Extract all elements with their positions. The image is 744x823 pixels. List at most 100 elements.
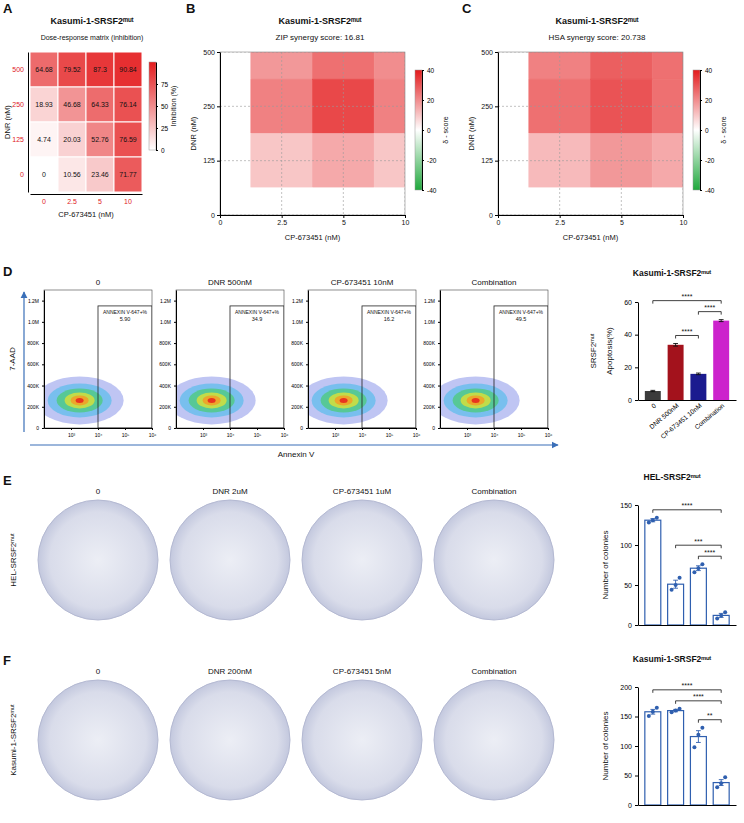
tick-label: 0	[168, 425, 171, 431]
panel-letter: D	[3, 264, 12, 279]
title: HEL-SRSF2ᵐᵘᵗ	[644, 472, 701, 482]
data-label: 23.46	[91, 171, 109, 178]
panel: Kasumi-1-SRSF2ᵐᵘᵗ050100150200Number of c…	[601, 654, 737, 809]
tick-label: 10⁴	[227, 432, 235, 438]
error-bar	[673, 343, 678, 346]
tick-label: 2.5	[555, 219, 565, 226]
cell	[652, 52, 683, 79]
plot-area	[645, 706, 729, 805]
axis-line	[28, 53, 29, 193]
point	[670, 710, 674, 714]
tick-mark	[635, 625, 638, 626]
tick: 0	[20, 171, 28, 178]
tick-mark	[306, 428, 308, 429]
tick-label: 5	[98, 198, 102, 205]
panel: AKasumi-1-SRSF2ᵐᵘᵗDose-response matrix (…	[3, 1, 178, 219]
tick-label: 10⁶	[413, 432, 421, 438]
tick-label: 2.5	[67, 198, 77, 205]
tick: 5	[98, 194, 102, 205]
tick-label: 10⁵	[122, 432, 130, 438]
tick: 150	[620, 713, 638, 720]
axis-line	[176, 291, 177, 429]
image-title: DNR 200nM	[208, 667, 252, 676]
tick-mark	[405, 215, 406, 218]
point	[696, 733, 700, 737]
tick: 20	[700, 97, 713, 104]
gate-label: ANNEXIN V-647+%	[499, 309, 544, 315]
tick: 10⁵	[254, 428, 262, 438]
well	[302, 500, 422, 620]
tick-label: 250	[12, 101, 24, 108]
bar	[713, 321, 729, 400]
density-cloud	[57, 388, 103, 412]
axis: 10³10⁴10⁵10⁶	[177, 428, 289, 438]
density-cloud	[335, 395, 353, 405]
density-cloud	[467, 395, 485, 405]
tick-mark	[174, 386, 176, 387]
tick: 200K	[27, 404, 44, 410]
tick: 10	[402, 215, 410, 226]
tick: 250	[203, 103, 220, 110]
tick-label: 200K	[423, 404, 435, 410]
point	[670, 588, 674, 592]
plot-area	[498, 52, 683, 215]
tick: 800K	[27, 340, 44, 346]
tick: Combination	[693, 402, 726, 431]
tick-label: 10⁴	[95, 432, 103, 438]
panel-letter: E	[3, 473, 12, 488]
tick-label: 0	[161, 147, 165, 154]
tick-label: 400K	[159, 383, 171, 389]
plot-title: 0	[96, 278, 101, 287]
cell	[30, 122, 58, 157]
tick-label: 500	[203, 49, 215, 56]
tick-label: 800K	[423, 340, 435, 346]
axis: 0 2.5 5 10	[31, 194, 143, 205]
density-cloud	[461, 392, 491, 408]
well	[38, 500, 158, 620]
tick-mark	[156, 150, 158, 151]
tick-mark	[422, 190, 424, 191]
axis-line	[177, 428, 285, 429]
tick: 150	[620, 502, 638, 509]
tick-label: 600K	[423, 361, 435, 367]
tick-label: 1.2M	[28, 298, 39, 304]
tick: 10⁴	[227, 428, 235, 438]
plot-area	[176, 306, 284, 428]
annotation: SRSF2ᵐᵘᵗ	[589, 333, 598, 368]
tick-mark	[217, 161, 220, 162]
axis-line	[156, 63, 157, 151]
tick-label: 150	[620, 502, 632, 509]
axis-title: DNR (nM)	[467, 116, 476, 150]
error-bar	[696, 373, 701, 375]
bar	[668, 711, 684, 805]
tick: 500	[12, 66, 28, 73]
tick: 200K	[423, 404, 440, 410]
tick: 0	[42, 194, 46, 205]
axis-line	[309, 428, 417, 429]
well	[38, 680, 158, 800]
tick-label: 250	[481, 103, 493, 110]
tick-label: 25	[161, 125, 169, 132]
tick: 125	[203, 157, 220, 164]
density-cloud	[329, 392, 359, 408]
density-cloud	[312, 383, 376, 417]
tick-mark	[521, 428, 522, 430]
panel: EHEL-SRSF2ᵐᵘᵗ0DNR 2uMCP-673451 1uMCombin…	[3, 473, 554, 620]
axis-title: Number of colonies	[601, 531, 610, 600]
axis-line	[31, 194, 143, 195]
tick-mark	[635, 545, 638, 546]
tick: 1.0M	[28, 319, 44, 325]
tick: 0	[650, 402, 658, 410]
tick: -40	[422, 187, 437, 194]
plot-title: Combination	[472, 278, 517, 287]
axis: -40-2002040	[700, 67, 715, 194]
bar	[690, 568, 706, 625]
tick: 10³	[464, 428, 472, 438]
cell	[114, 157, 142, 192]
tick: 10	[124, 194, 132, 205]
density-cloud	[453, 388, 499, 412]
colorbar-title: Inhibition (%)	[170, 86, 178, 127]
tick-label: 0	[20, 171, 24, 178]
gate-label: ANNEXIN V-647+%	[103, 309, 148, 315]
tick: 250	[12, 101, 28, 108]
